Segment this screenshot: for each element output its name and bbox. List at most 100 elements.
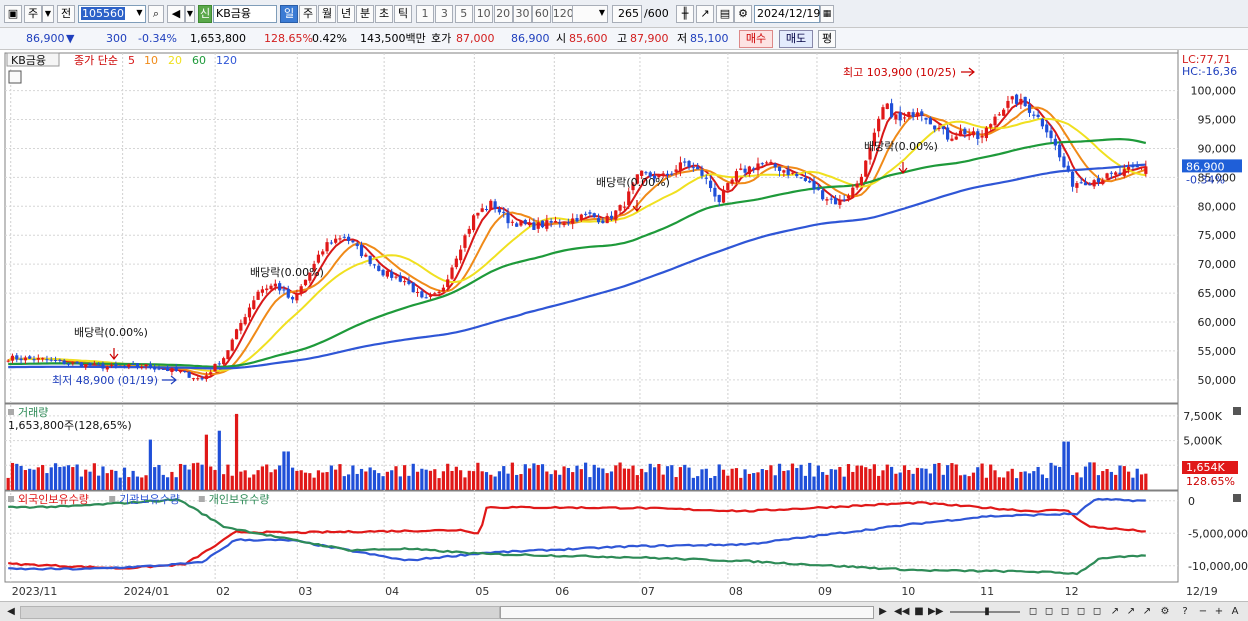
table-icon[interactable] (8, 70, 22, 84)
minute-custom-select[interactable] (572, 5, 608, 23)
zoom-in-icon[interactable]: + (1214, 606, 1224, 617)
candle (506, 212, 510, 224)
save-icon[interactable]: ▤ (716, 5, 734, 23)
volume-bar (178, 463, 183, 490)
current-price-tag (1182, 159, 1242, 173)
candle (674, 169, 678, 172)
search-icon[interactable]: ⌕ (148, 5, 164, 23)
volume-bar (1070, 475, 1075, 490)
code-dropdown-icon[interactable]: ▼ (136, 8, 143, 17)
volume-bar (575, 465, 579, 490)
volume-bar (467, 470, 471, 490)
volume-bar (463, 477, 467, 490)
zoom-out-icon[interactable]: − (1198, 606, 1208, 617)
volume-bar (191, 463, 196, 490)
signal-badge[interactable]: 신 (198, 5, 212, 23)
zoom-handle-icon[interactable]: ▮ (984, 606, 990, 617)
rewind-icon[interactable]: ◀◀ (894, 606, 910, 617)
tool-5-icon[interactable]: ◻ (1092, 606, 1102, 617)
query-icon[interactable]: ? (1182, 606, 1188, 617)
minute-button-1[interactable]: 1 (416, 5, 434, 23)
holdings-close-icon[interactable] (1233, 494, 1241, 502)
dividend-annotation: 배당락(0.00%) (596, 176, 670, 189)
chart-scrollbar[interactable]: ◀ ▶ ◀◀ ■ ▶▶ ▮ ◻ ◻ ◻ ◻ ◻ ↗ ↗ ↗ ⚙ ? − + A (0, 601, 1248, 621)
scroll-thumb[interactable] (500, 606, 874, 619)
period-button-3[interactable]: 년 (337, 5, 355, 23)
period-button-6[interactable]: 틱 (394, 5, 412, 23)
date-input[interactable]: 2024/12/19 (754, 5, 820, 23)
volume-bar (1127, 471, 1131, 490)
period-button-5[interactable]: 초 (375, 5, 393, 23)
candle (140, 366, 144, 368)
period-button-2[interactable]: 월 (318, 5, 336, 23)
tool-2-icon[interactable]: ◻ (1044, 606, 1054, 617)
layout-icon[interactable]: ▣ (4, 5, 22, 23)
volume-bar (532, 463, 536, 490)
price-change: 300 (106, 32, 127, 45)
forward-icon[interactable]: ▶▶ (928, 606, 944, 617)
volume-close-icon[interactable] (1233, 407, 1241, 415)
eval-button[interactable]: 평 (818, 30, 836, 48)
tool-7-icon[interactable]: ↗ (1126, 606, 1136, 617)
y-tick-label: 100,000 (1191, 85, 1237, 98)
stop-icon[interactable]: ■ (914, 606, 924, 617)
stock-name-field[interactable]: KB금융 (213, 5, 277, 23)
volume-bar (135, 476, 140, 490)
stock-chart[interactable]: 2023/11 2024/01 02 03 04 05 06 07 08 09 10 11 12 12/1… (0, 50, 1248, 601)
candle (411, 282, 415, 293)
tool-6-icon[interactable]: ↗ (1110, 606, 1120, 617)
minute-button-60[interactable]: 60 (532, 5, 552, 23)
tool-8-icon[interactable]: ↗ (1142, 606, 1152, 617)
candle (329, 242, 333, 244)
tool-9-icon[interactable]: ⚙ (1160, 606, 1170, 617)
candle (407, 280, 411, 284)
volume-bar (278, 465, 282, 490)
period-type-select[interactable]: 주 (24, 5, 42, 23)
scroll-right-icon[interactable]: ▶ (879, 606, 887, 617)
minute-button-10[interactable]: 10 (474, 5, 494, 23)
stock-code-input[interactable]: 105560 (78, 5, 146, 23)
minute-dropdown-icon[interactable]: ▼ (598, 8, 606, 17)
volume-bar (101, 466, 105, 490)
x-tick-label: 2023/11 (12, 585, 58, 598)
period-button-0[interactable]: 일 (280, 5, 298, 23)
candle-icon[interactable]: ╫ (676, 5, 694, 23)
minute-button-3[interactable]: 3 (435, 5, 454, 23)
ma-line-120 (8, 163, 1146, 370)
minute-button-30[interactable]: 30 (513, 5, 532, 23)
text-tool-icon[interactable]: A (1231, 606, 1239, 617)
zoom-slider[interactable] (950, 611, 1020, 613)
candle (984, 127, 988, 139)
volume-bar (920, 468, 924, 490)
period-button-1[interactable]: 주 (299, 5, 317, 23)
candle (23, 357, 27, 361)
period-button-4[interactable]: 분 (356, 5, 374, 23)
volume-bar (889, 466, 894, 490)
calendar-icon[interactable]: ▦ (820, 5, 834, 23)
sell-button[interactable]: 매도 (779, 30, 813, 48)
volume-bar (928, 473, 932, 490)
buy-button[interactable]: 매수 (739, 30, 773, 48)
volume-bar (471, 471, 476, 490)
candle (851, 187, 855, 198)
speaker-dropdown-icon[interactable]: ▼ (185, 5, 195, 23)
chevron-down-icon[interactable]: ▼ (42, 5, 54, 23)
count-input[interactable]: 265 (612, 5, 642, 23)
minute-button-120[interactable]: 120 (551, 5, 574, 23)
speaker-icon[interactable]: ◀ (167, 5, 185, 23)
candle (726, 183, 730, 191)
tool-4-icon[interactable]: ◻ (1076, 606, 1086, 617)
trend-icon[interactable]: ↗ (696, 5, 714, 23)
volume-bar (437, 478, 441, 490)
volume-bar (260, 466, 265, 490)
prev-button[interactable]: 전 (57, 5, 75, 23)
minute-button-5[interactable]: 5 (454, 5, 473, 23)
candle (588, 212, 592, 214)
minute-button-20[interactable]: 20 (493, 5, 513, 23)
volume-bar (321, 472, 325, 490)
scroll-track[interactable] (20, 606, 500, 619)
tool-1-icon[interactable]: ◻ (1028, 606, 1038, 617)
gear-icon[interactable]: ⚙ (734, 5, 752, 23)
tool-3-icon[interactable]: ◻ (1060, 606, 1070, 617)
scroll-left-icon[interactable]: ◀ (7, 606, 15, 617)
